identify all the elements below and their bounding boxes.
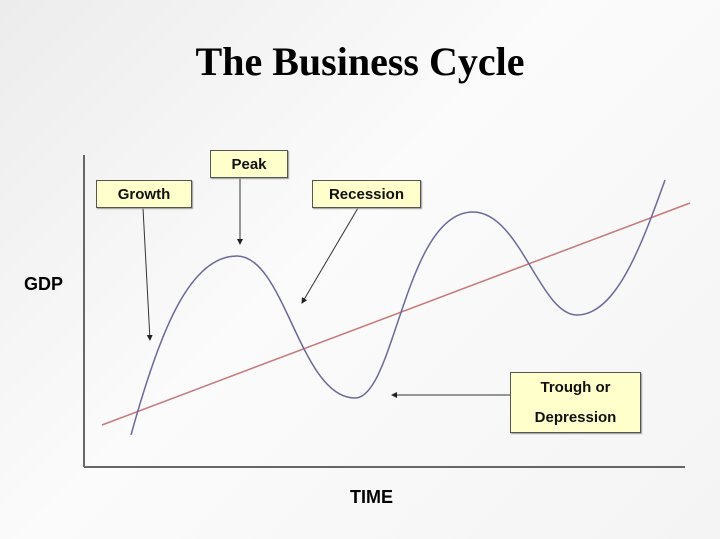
recession-arrow — [301, 207, 359, 304]
trough-label: Trough or Depression — [510, 372, 641, 433]
diagram-title: The Business Cycle — [195, 39, 525, 84]
peak-label: Peak — [210, 150, 288, 178]
x-axis-label: TIME — [350, 487, 393, 507]
y-axis-label: GDP — [24, 274, 64, 294]
growth-arrow — [142, 207, 153, 341]
recession-label: Recession — [312, 180, 421, 208]
trough-label-line1: Trough or — [540, 378, 611, 396]
trough-label-line2: Depression — [534, 408, 617, 426]
trend-line — [101, 202, 691, 426]
cycle-curve — [130, 179, 666, 436]
growth-label: Growth — [96, 180, 192, 208]
